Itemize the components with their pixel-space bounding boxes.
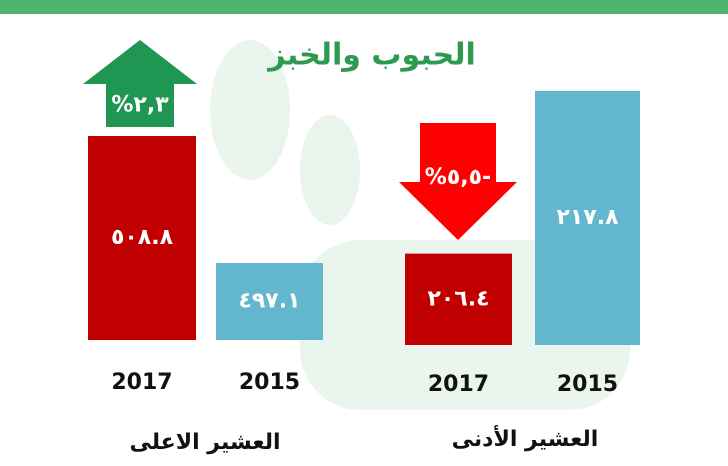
change-arrow — [83, 40, 197, 127]
change-arrow — [399, 123, 517, 240]
value-label: ٥٠٨.٨ — [111, 225, 174, 250]
change-label: %٥,٥- — [425, 165, 491, 190]
top-band — [0, 0, 728, 14]
x-axis-label: العشير الاعلى — [129, 430, 280, 455]
bar — [216, 262, 323, 340]
value-label: ٢١٧.٨ — [556, 205, 619, 230]
bar — [88, 136, 196, 340]
x-tick-label: 2017 — [111, 370, 172, 395]
chart-title: الحبوب والخبز — [266, 38, 476, 73]
x-tick-label: 2017 — [428, 372, 489, 397]
bar — [535, 90, 640, 345]
value-label: ٤٩٧.١ — [238, 288, 300, 313]
value-label: ٢٠٦.٤ — [427, 286, 489, 311]
x-tick-label: 2015 — [239, 370, 300, 395]
x-tick-label: 2015 — [557, 372, 618, 397]
x-axis-label: العشير الأدنى — [452, 424, 599, 452]
change-label: %٢,٣ — [111, 93, 169, 118]
bar — [405, 253, 512, 345]
